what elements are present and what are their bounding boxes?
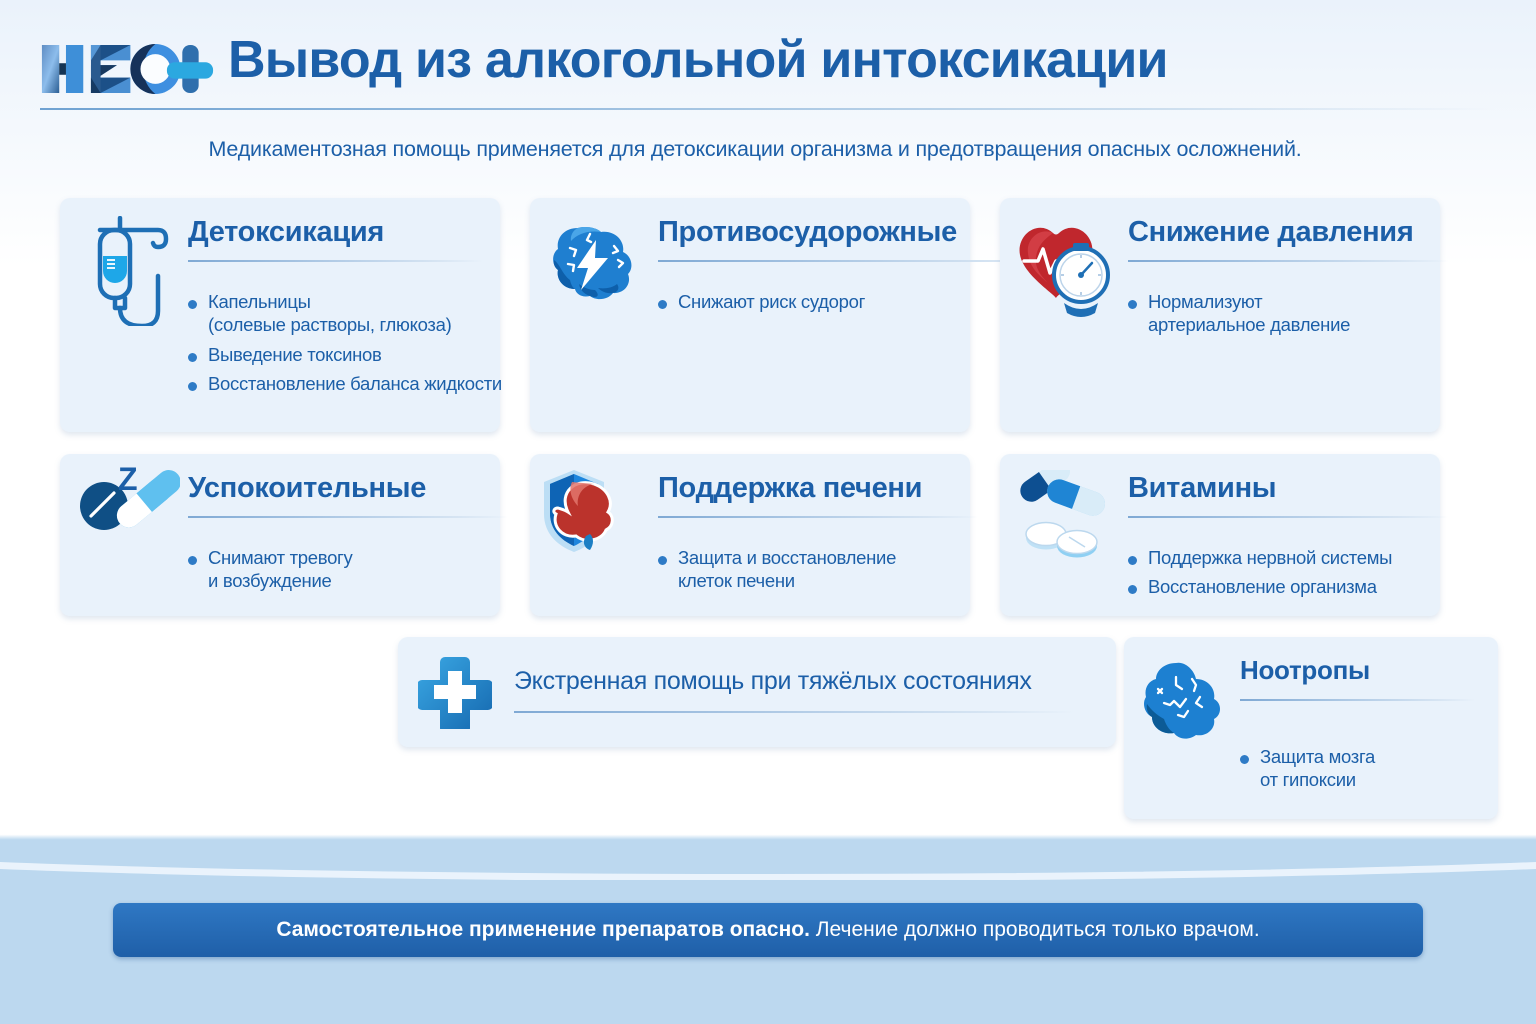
svg-text:Z: Z — [118, 464, 138, 497]
